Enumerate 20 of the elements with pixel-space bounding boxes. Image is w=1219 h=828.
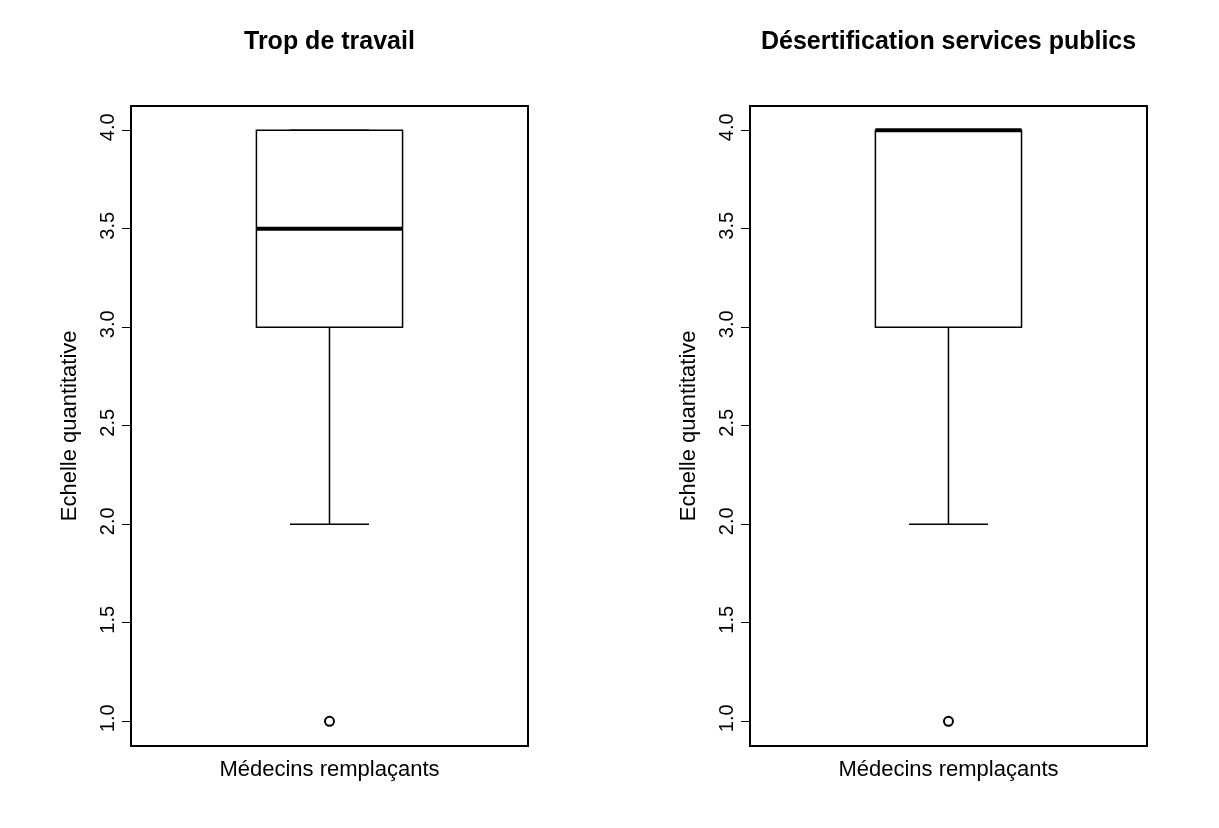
- y-tick-label: 1.5: [96, 605, 119, 634]
- y-tick-label: 3.0: [96, 310, 119, 339]
- chart-title: Trop de travail: [244, 26, 415, 54]
- y-tick-label: 2.0: [96, 507, 119, 536]
- y-tick-label: 1.0: [96, 704, 119, 733]
- y-tick-label: 4.0: [715, 113, 738, 142]
- x-axis-title: Médecins remplaçants: [838, 755, 1059, 781]
- y-axis-title: Echelle quantitative: [674, 330, 700, 522]
- y-tick-label: 2.5: [715, 408, 738, 437]
- x-axis-title: Médecins remplaçants: [219, 755, 440, 781]
- y-tick-label: 2.5: [96, 408, 119, 437]
- y-tick-label: 3.5: [715, 211, 738, 240]
- y-tick-label: 3.5: [96, 211, 119, 240]
- y-tick-label: 2.0: [715, 507, 738, 536]
- y-tick-label: 3.0: [715, 310, 738, 339]
- y-axis-title: Echelle quantitative: [55, 330, 81, 522]
- y-tick-label: 1.0: [715, 704, 738, 733]
- chart-title: Désertification services publics: [761, 26, 1137, 54]
- y-tick-label: 4.0: [96, 113, 119, 142]
- y-tick-label: 1.5: [715, 605, 738, 634]
